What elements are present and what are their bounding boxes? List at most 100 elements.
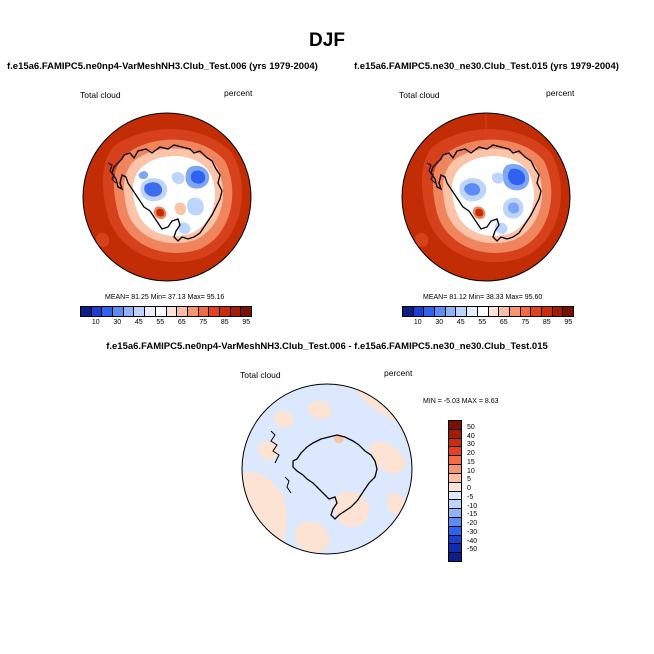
colorbar-tick-label: 95 <box>564 319 573 326</box>
colorbar-swatch <box>449 499 461 509</box>
colorbar-swatch <box>449 481 461 491</box>
colorbar-swatch <box>449 437 461 447</box>
panel-1-map <box>82 112 252 282</box>
colorbar-swatch <box>112 307 123 316</box>
figure-title: DJF <box>309 30 345 51</box>
colorbar-tick-label: 10 <box>413 319 422 326</box>
colorbar-tick-label: -10 <box>467 502 478 510</box>
colorbar-tick-label: 95 <box>242 319 251 326</box>
colorbar-tick-label: 55 <box>478 319 487 326</box>
colorbar-tick-label: -20 <box>467 520 478 527</box>
colorbar-swatch <box>551 307 563 316</box>
colorbar-swatch <box>218 307 230 316</box>
colorbar-swatch <box>122 307 134 316</box>
colorbar-tick-label: 20 <box>467 450 475 457</box>
colorbar-tick-label: 75 <box>199 319 208 326</box>
colorbar-swatch <box>519 307 531 316</box>
colorbar-swatch <box>449 543 461 553</box>
panel-2-colorbar-labels: 10 30 45 55 65 75 85 95 <box>402 319 574 329</box>
colorbar-swatch <box>229 307 241 316</box>
panel-2-units-label: percent <box>546 88 575 98</box>
colorbar-tick-label: 65 <box>177 319 186 326</box>
panel-3-stats: MIN = -5.03 MAX = 8.63 <box>423 398 499 405</box>
panel-2-stats: MEAN= 81.12 Min= 38.33 Max= 95.60 <box>423 294 543 301</box>
colorbar-tick-label: -5 <box>467 493 474 501</box>
colorbar-swatch <box>466 307 477 316</box>
colorbar-swatch <box>449 446 461 456</box>
colorbar-tick-label: -50 <box>467 546 478 554</box>
colorbar-swatch <box>449 464 461 473</box>
colorbar-tick-label: 10 <box>91 319 100 326</box>
colorbar-tick-label: 10 <box>467 467 475 475</box>
panel-2-map <box>401 112 571 282</box>
panel-3-variable-label: Total cloud <box>240 370 281 380</box>
colorbar-swatch <box>476 307 488 316</box>
colorbar-swatch <box>540 307 552 316</box>
colorbar-swatch <box>530 307 541 316</box>
colorbar-swatch <box>444 307 456 316</box>
colorbar-swatch <box>449 490 461 500</box>
colorbar-swatch <box>434 307 445 316</box>
colorbar-swatch <box>449 421 461 429</box>
panel-1-title: f.e15a6.FAMIPC5.ne0np4-VarMeshNH3.Club_T… <box>7 61 318 72</box>
colorbar-swatch <box>412 307 424 316</box>
panel-2-colorbar: 10 30 45 55 65 75 85 95 <box>402 306 574 329</box>
colorbar-tick-label: 30 <box>113 319 122 326</box>
panel-1-stats: MEAN= 81.25 Min= 37.13 Max= 95.16 <box>105 294 225 301</box>
colorbar-swatch <box>81 307 91 316</box>
colorbar-swatch <box>144 307 155 316</box>
panel-3-map <box>241 383 413 555</box>
colorbar-tick-label: 30 <box>435 319 444 326</box>
colorbar-tick-label: -30 <box>467 528 478 536</box>
colorbar-tick-label: 55 <box>156 319 165 326</box>
panel-3-title: f.e15a6.FAMIPC5.ne0np4-VarMeshNH3.Club_T… <box>106 341 548 352</box>
colorbar-swatch <box>186 307 198 316</box>
colorbar-swatch <box>90 307 102 316</box>
colorbar-tick-label: 50 <box>467 423 475 431</box>
colorbar-swatch <box>101 307 113 316</box>
colorbar-tick-label: 75 <box>521 319 530 326</box>
colorbar-swatch <box>508 307 520 316</box>
colorbar-swatch <box>208 307 219 316</box>
colorbar-tick-label: -40 <box>467 537 478 545</box>
panel-1-variable-label: Total cloud <box>80 90 121 100</box>
panel-3-colorbar-labels: 50 40 30 20 15 10 5 0 -5 -10 -15 -20 -30 -40 -50 <box>467 420 497 560</box>
colorbar-swatch <box>423 307 435 316</box>
colorbar-tick-label: 65 <box>499 319 508 326</box>
colorbar-tick-label: 85 <box>220 319 229 326</box>
colorbar-swatch <box>154 307 166 316</box>
panel-3-colorbar-swatches <box>448 420 462 562</box>
colorbar-tick-label: 30 <box>467 441 475 449</box>
colorbar-swatch <box>455 307 467 316</box>
colorbar-swatch <box>197 307 209 316</box>
colorbar-swatch <box>133 307 145 316</box>
colorbar-tick-label: 5 <box>467 476 471 484</box>
colorbar-swatch <box>562 307 573 316</box>
colorbar-swatch <box>449 525 461 535</box>
colorbar-swatch <box>498 307 509 316</box>
colorbar-tick-label: 15 <box>467 458 475 466</box>
colorbar-tick-label: 40 <box>467 432 475 440</box>
colorbar-tick-label: 45 <box>456 319 465 326</box>
panel-2-colorbar-swatches <box>402 306 574 317</box>
colorbar-swatch <box>449 516 461 526</box>
colorbar-tick-label: 45 <box>134 319 143 326</box>
panel-1-colorbar-labels: 10 30 45 55 65 75 85 95 <box>80 319 252 329</box>
panel-3-colorbar: 50 40 30 20 15 10 5 0 -5 -10 -15 -20 -30 -40 -50 <box>448 420 477 562</box>
colorbar-swatch <box>449 508 461 517</box>
panel-1-units-label: percent <box>224 88 253 98</box>
panel-1-colorbar: 10 30 45 55 65 75 85 95 <box>80 306 252 329</box>
colorbar-tick-label: 85 <box>542 319 551 326</box>
colorbar-swatch <box>449 552 461 561</box>
colorbar-swatch <box>449 534 461 544</box>
colorbar-swatch <box>487 307 499 316</box>
panel-3-units-label: percent <box>384 368 413 378</box>
colorbar-tick-label: -15 <box>467 511 478 519</box>
panel-1-colorbar-swatches <box>80 306 252 317</box>
panel-2-variable-label: Total cloud <box>399 90 440 100</box>
colorbar-swatch <box>165 307 177 316</box>
colorbar-swatch <box>176 307 187 316</box>
colorbar-tick-label: 0 <box>467 485 471 492</box>
colorbar-swatch <box>240 307 251 316</box>
colorbar-swatch <box>449 455 461 465</box>
